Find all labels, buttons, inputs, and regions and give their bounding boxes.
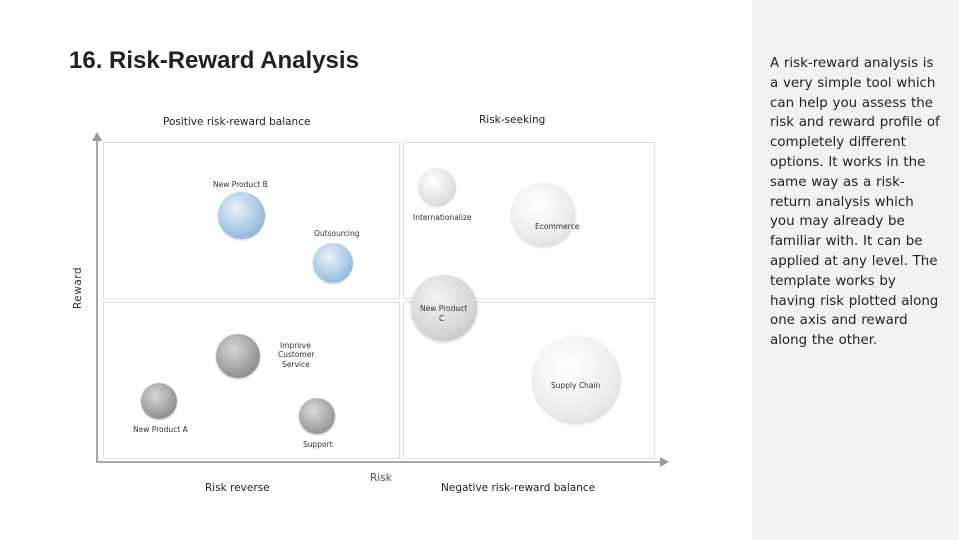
bubble-label-outsourcing: Outsourcing [314,229,360,238]
bubble-internationalize [418,168,456,206]
y-axis-line [96,140,98,462]
quadrant-bottom-right [403,302,655,459]
y-axis-label: Reward [72,266,85,310]
quadrant-bottom-left [103,302,400,459]
bubble-outsourcing [313,243,353,283]
quadrant-label-bottom-left: Risk reverse [205,482,270,494]
x-axis-line [96,461,662,463]
x-axis-arrow [660,457,669,467]
bubble-new-product-c [411,275,477,341]
bubble-label-support: Support [303,440,333,449]
quadrant-label-bottom-right: Negative risk-reward balance [441,482,596,494]
bubble-label-supply-chain: Supply Chain [551,381,601,390]
quadrant-top-left [103,142,400,299]
bubble-new-product-b [218,192,265,239]
bubble-label-customer: Customer [278,350,315,359]
page-title: 16. Risk-Reward Analysis [69,47,359,74]
bubble-label-new-product-c-line2: C [439,314,445,323]
bubble-new-product-a [141,383,177,419]
sidebar-panel [752,0,959,540]
sidebar-description: A risk-reward analysis is a very simple … [770,56,940,349]
bubble-label-service: Service [282,360,310,369]
quadrant-label-top-left: Positive risk-reward balance [163,116,311,128]
bubble-label-internationalize: Internationalize [413,213,472,222]
bubble-supply-chain [533,336,620,423]
y-axis-arrow [92,132,102,141]
bubble-label-improve: Improve [280,341,311,350]
bubble-label-new-product-b: New Product B [213,180,268,189]
bubble-support [299,398,335,434]
x-axis-label: Risk [370,472,392,484]
bubble-ecommerce [512,183,575,246]
bubble-label-ecommerce: Ecommerce [535,222,580,231]
quadrant-top-right [403,142,655,299]
bubble-improve-customer-service [216,334,260,378]
bubble-label-new-product-c: New Product [420,304,468,313]
bubble-label-new-product-a: New Product A [133,425,188,434]
quadrant-label-top-right: Risk-seeking [479,114,546,126]
